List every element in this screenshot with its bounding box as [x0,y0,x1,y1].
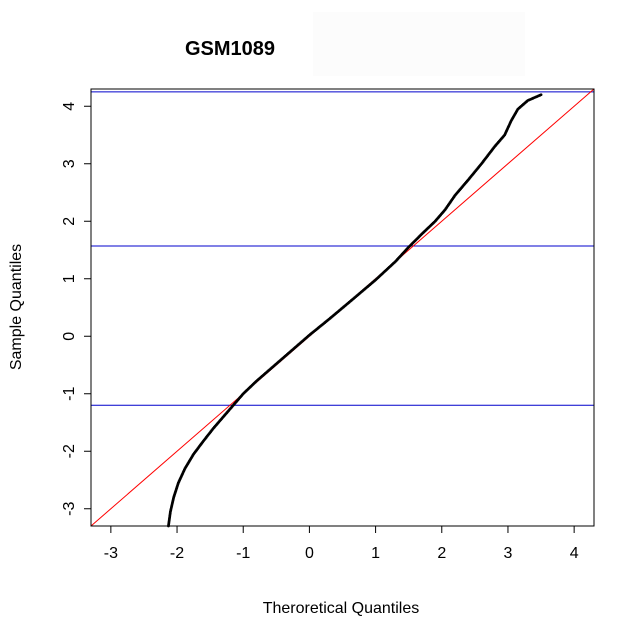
x-axis-title: Theroretical Quantiles [263,600,420,617]
y-tick-label-3: 0 [61,332,78,341]
x-tick-label-4: 1 [371,545,380,562]
y-axis-group: -3 -2 -1 0 1 2 3 4 [61,102,92,516]
data-point-406 [539,93,543,97]
x-tick-label-0: -3 [104,545,118,562]
x-tick-label-7: 4 [570,545,579,562]
y-tick-label-0: -3 [61,502,78,516]
x-tick-label-2: -1 [236,545,250,562]
y-tick-label-4: 1 [61,274,78,283]
x-tick-label-3: 0 [305,545,314,562]
y-tick-label-1: -2 [61,444,78,458]
title-overlay-box [313,12,525,76]
x-tick-label-6: 3 [504,545,513,562]
chart-title: GSM1089 [185,38,275,60]
y-axis-title: Sample Quantiles [8,244,25,370]
x-tick-label-5: 2 [437,545,446,562]
x-tick-label-1: -2 [170,545,184,562]
y-tick-label-2: -1 [61,387,78,401]
y-tick-label-6: 3 [61,159,78,168]
y-tick-label-7: 4 [61,102,78,111]
horizontal-lines-group [91,91,594,406]
plot-frame [90,88,595,527]
sample-points-group [167,93,543,528]
x-axis-group: -3 -2 -1 0 1 2 3 4 [104,525,579,562]
y-tick-label-5: 2 [61,217,78,226]
